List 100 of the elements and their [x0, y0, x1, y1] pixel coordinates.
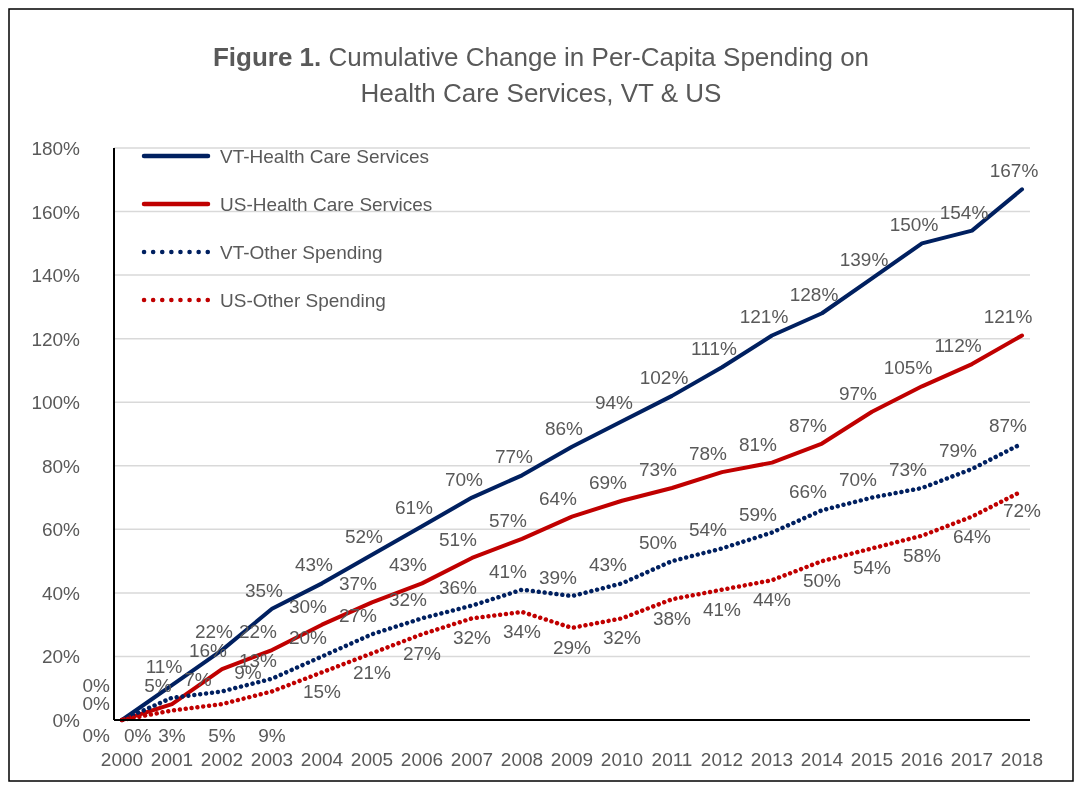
data-label: 154%: [939, 201, 989, 223]
x-tick-label: 2018: [1000, 749, 1044, 770]
data-label: 29%: [552, 636, 592, 658]
x-tick-label: 2003: [250, 749, 294, 770]
data-label: 57%: [488, 509, 528, 531]
data-label: 37%: [338, 573, 378, 595]
x-tick-label: 2016: [900, 749, 944, 770]
data-label: 0%: [82, 675, 111, 696]
legend-label: VT-Other Spending: [220, 242, 383, 263]
x-tick-label: 2005: [350, 749, 394, 770]
data-label: 22%: [194, 621, 234, 643]
data-label: 87%: [988, 414, 1028, 436]
data-label: 112%: [934, 335, 982, 357]
y-tick-label: 20%: [41, 646, 81, 668]
data-label: 86%: [544, 417, 584, 439]
y-tick-label: 160%: [31, 201, 81, 223]
data-label: 50%: [802, 570, 842, 592]
data-label: 32%: [388, 589, 428, 611]
data-label: 32%: [452, 627, 492, 649]
data-label: 15%: [302, 681, 342, 703]
data-label: 21%: [352, 662, 392, 684]
x-tick-label: 2007: [450, 749, 494, 770]
x-tick-label: 2010: [600, 749, 644, 770]
data-label: 39%: [538, 567, 578, 589]
data-label: 5%: [208, 725, 236, 746]
data-label: 0%: [82, 693, 111, 714]
x-tick-label: 2017: [950, 749, 994, 770]
x-tick-label: 2008: [500, 749, 544, 770]
data-label: 150%: [889, 214, 939, 236]
data-label: 105%: [883, 357, 933, 379]
y-tick-label: 180%: [31, 138, 81, 159]
y-tick-label: 120%: [31, 328, 81, 350]
data-label: 102%: [639, 366, 689, 388]
legend-label: US-Health Care Services: [220, 194, 433, 215]
data-label: 27%: [338, 605, 378, 627]
legend-label: US-Other Spending: [220, 290, 386, 311]
data-label: 64%: [538, 487, 578, 509]
y-tick-label: 80%: [41, 455, 81, 477]
data-label: 70%: [838, 468, 878, 490]
data-label: 87%: [788, 414, 828, 436]
x-tick-label: 2001: [150, 749, 194, 770]
chart-title: Figure 1. Cumulative Change in Per-Capita Spending on Health Care Services, VT & US: [212, 42, 870, 108]
data-label: 27%: [402, 643, 442, 665]
data-label: 43%: [294, 554, 334, 576]
data-label: 41%: [488, 560, 528, 582]
data-label: 111%: [691, 338, 737, 360]
data-label: 139%: [839, 249, 889, 271]
data-label: 38%: [652, 608, 692, 630]
x-tick-label: 2012: [700, 749, 744, 770]
data-label: 0%: [124, 725, 152, 746]
data-label: 35%: [244, 579, 284, 601]
data-label: 5%: [144, 675, 172, 697]
data-label: 73%: [638, 459, 678, 481]
y-tick-label: 40%: [41, 582, 81, 604]
data-label: 54%: [852, 557, 892, 579]
data-label: 78%: [688, 443, 728, 465]
x-tick-label: 2004: [300, 749, 344, 770]
data-label: 0%: [82, 725, 111, 746]
data-label: 69%: [588, 471, 628, 493]
data-label: 43%: [588, 554, 628, 576]
data-label: 167%: [989, 160, 1039, 182]
data-label: 44%: [752, 589, 792, 611]
x-tick-label: 2013: [750, 749, 794, 770]
data-label: 9%: [258, 725, 286, 746]
data-label: 81%: [738, 433, 778, 455]
data-label: 70%: [444, 468, 484, 490]
data-label: 30%: [288, 595, 328, 617]
y-tick-label: 60%: [41, 519, 81, 541]
data-label: 11%: [145, 656, 183, 678]
data-label: 66%: [788, 481, 828, 503]
x-tick-label: 2011: [651, 749, 693, 770]
data-label: 64%: [952, 525, 992, 547]
data-label: 97%: [838, 382, 878, 404]
x-tick-label: 2014: [800, 749, 844, 770]
data-label: 77%: [494, 446, 534, 468]
data-label: 54%: [688, 519, 728, 541]
data-label: 79%: [938, 439, 978, 461]
data-label: 43%: [388, 554, 428, 576]
data-label: 34%: [502, 620, 542, 642]
data-label: 52%: [344, 525, 384, 547]
x-tick-label: 2009: [550, 749, 594, 770]
data-label: 59%: [738, 503, 778, 525]
data-label: 36%: [438, 576, 478, 598]
data-label: 58%: [902, 544, 942, 566]
y-tick-label: 0%: [52, 710, 81, 731]
data-label: 50%: [638, 532, 678, 554]
data-label: 121%: [983, 306, 1033, 328]
data-label: 128%: [789, 284, 839, 306]
data-label: 3%: [158, 725, 186, 746]
data-label: 73%: [888, 459, 928, 481]
data-label: 41%: [702, 598, 742, 620]
x-tick-label: 2015: [850, 749, 894, 770]
x-tick-label: 2006: [400, 749, 444, 770]
data-label: 61%: [394, 497, 434, 519]
data-label: 32%: [602, 627, 642, 649]
x-tick-label: 2000: [100, 749, 144, 770]
data-label: 51%: [438, 528, 478, 550]
data-label: 94%: [594, 392, 634, 414]
y-tick-label: 140%: [31, 265, 81, 287]
y-tick-label: 100%: [31, 392, 81, 414]
